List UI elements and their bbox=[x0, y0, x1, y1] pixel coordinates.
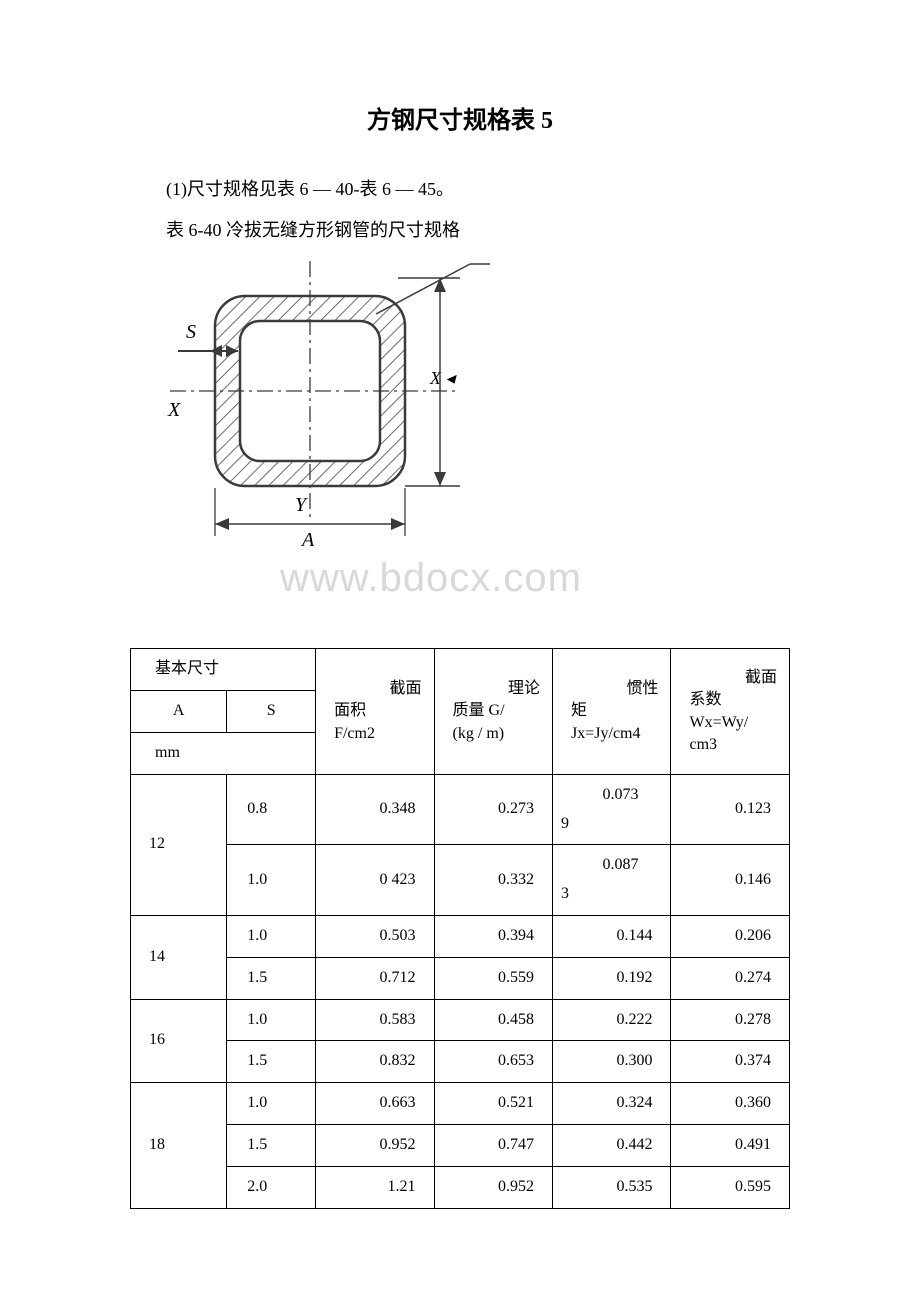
cell-G: 0.952 bbox=[434, 1166, 552, 1208]
cell-F: 0.832 bbox=[316, 1041, 434, 1083]
cell-W: 0.123 bbox=[671, 774, 790, 845]
cell-F: 0.503 bbox=[316, 915, 434, 957]
cell-W: 0.274 bbox=[671, 957, 790, 999]
cell-A: 16 bbox=[131, 999, 227, 1083]
table-row: 161.00.5830.4580.2220.278 bbox=[131, 999, 790, 1041]
table-row: 141.00.5030.3940.1440.206 bbox=[131, 915, 790, 957]
cell-F: 0.663 bbox=[316, 1083, 434, 1125]
cell-G: 0.559 bbox=[434, 957, 552, 999]
cell-A: 12 bbox=[131, 774, 227, 915]
table-row: 1.50.7120.5590.1920.274 bbox=[131, 957, 790, 999]
intro-line-1: (1)尺寸规格见表 6 — 40-表 6 — 45。 bbox=[130, 173, 790, 205]
watermark-text: www.bdocx.com bbox=[280, 542, 920, 614]
cell-F: 0.583 bbox=[316, 999, 434, 1041]
cell-J: 0.300 bbox=[553, 1041, 671, 1083]
cell-A: 14 bbox=[131, 915, 227, 999]
cell-W: 0.206 bbox=[671, 915, 790, 957]
hdr-A: A bbox=[131, 691, 227, 733]
hdr-W: 截面 系数 Wx=Wy/ cm3 bbox=[671, 649, 790, 774]
cell-W: 0.595 bbox=[671, 1166, 790, 1208]
label-X-right: X ◂ bbox=[429, 368, 457, 388]
cell-G: 0.653 bbox=[434, 1041, 552, 1083]
hdr-S: S bbox=[227, 691, 316, 733]
cell-S: 1.0 bbox=[227, 915, 316, 957]
label-S: S bbox=[186, 321, 196, 343]
hdr-F: 截面 面积 F/cm2 bbox=[316, 649, 434, 774]
table-row: 181.00.6630.5210.3240.360 bbox=[131, 1083, 790, 1125]
cell-W: 0.360 bbox=[671, 1083, 790, 1125]
cell-J: 0.535 bbox=[553, 1166, 671, 1208]
hdr-mm: mm bbox=[131, 732, 316, 774]
cell-G: 0.394 bbox=[434, 915, 552, 957]
hdr-F-lead: 截面 bbox=[334, 678, 427, 700]
hdr-W-rest: 系数 Wx=Wy/ cm3 bbox=[689, 691, 748, 753]
cell-S: 0.8 bbox=[227, 774, 316, 845]
cell-F: 1.21 bbox=[316, 1166, 434, 1208]
table-header-row-1: 基本尺寸 截面 面积 F/cm2 理论 质量 G/ (kg / m) 惯性 矩 … bbox=[131, 649, 790, 691]
cell-G: 0.458 bbox=[434, 999, 552, 1041]
cell-J: 0.144 bbox=[553, 915, 671, 957]
cell-S: 1.0 bbox=[227, 845, 316, 916]
cell-J: 0.192 bbox=[553, 957, 671, 999]
intro-line-2: 表 6-40 冷拔无缝方形钢管的尺寸规格 bbox=[130, 214, 790, 246]
table-row: 1.00 4230.3320.08730.146 bbox=[131, 845, 790, 916]
hdr-basic: 基本尺寸 bbox=[131, 649, 316, 691]
cell-F: 0.952 bbox=[316, 1124, 434, 1166]
cell-G: 0.521 bbox=[434, 1083, 552, 1125]
page-title: 方钢尺寸规格表 5 bbox=[130, 100, 790, 143]
cell-J: 0.324 bbox=[553, 1083, 671, 1125]
cell-S: 1.0 bbox=[227, 999, 316, 1041]
table-row: 2.01.210.9520.5350.595 bbox=[131, 1166, 790, 1208]
hdr-F-rest: 面积 F/cm2 bbox=[334, 702, 375, 741]
cell-S: 1.0 bbox=[227, 1083, 316, 1125]
cell-G: 0.747 bbox=[434, 1124, 552, 1166]
table-row: 1.50.8320.6530.3000.374 bbox=[131, 1041, 790, 1083]
cell-A: 18 bbox=[131, 1083, 227, 1208]
cell-W: 0.491 bbox=[671, 1124, 790, 1166]
table-row: 1.50.9520.7470.4420.491 bbox=[131, 1124, 790, 1166]
cell-S: 1.5 bbox=[227, 1124, 316, 1166]
cell-G: 0.273 bbox=[434, 774, 552, 845]
hdr-J-lead: 惯性 bbox=[571, 678, 664, 700]
cell-G: 0.332 bbox=[434, 845, 552, 916]
cell-J: 0.0873 bbox=[553, 845, 671, 916]
cell-J: 0.442 bbox=[553, 1124, 671, 1166]
hdr-G: 理论 质量 G/ (kg / m) bbox=[434, 649, 552, 774]
cell-F: 0.348 bbox=[316, 774, 434, 845]
cell-F: 0 423 bbox=[316, 845, 434, 916]
label-Y: Y bbox=[295, 494, 308, 516]
cell-W: 0.278 bbox=[671, 999, 790, 1041]
cross-section-diagram: S X X ◂ Y A www.bdocx.com bbox=[130, 256, 790, 638]
hdr-J-rest: 矩 Jx=Jy/cm4 bbox=[571, 702, 640, 741]
hdr-J: 惯性 矩 Jx=Jy/cm4 bbox=[553, 649, 671, 774]
cell-S: 2.0 bbox=[227, 1166, 316, 1208]
cell-J: 0.0739 bbox=[553, 774, 671, 845]
table-row: 120.80.3480.2730.07390.123 bbox=[131, 774, 790, 845]
hdr-W-lead: 截面 bbox=[689, 667, 783, 689]
hdr-G-rest: 质量 G/ (kg / m) bbox=[453, 702, 505, 741]
cell-J: 0.222 bbox=[553, 999, 671, 1041]
cell-W: 0.146 bbox=[671, 845, 790, 916]
cell-S: 1.5 bbox=[227, 957, 316, 999]
label-X-left: X bbox=[167, 399, 181, 421]
cell-S: 1.5 bbox=[227, 1041, 316, 1083]
square-tube-svg: S X X ◂ Y A bbox=[130, 256, 490, 556]
cell-F: 0.712 bbox=[316, 957, 434, 999]
hdr-G-lead: 理论 bbox=[453, 678, 546, 700]
spec-table: 基本尺寸 截面 面积 F/cm2 理论 质量 G/ (kg / m) 惯性 矩 … bbox=[130, 648, 790, 1208]
cell-W: 0.374 bbox=[671, 1041, 790, 1083]
